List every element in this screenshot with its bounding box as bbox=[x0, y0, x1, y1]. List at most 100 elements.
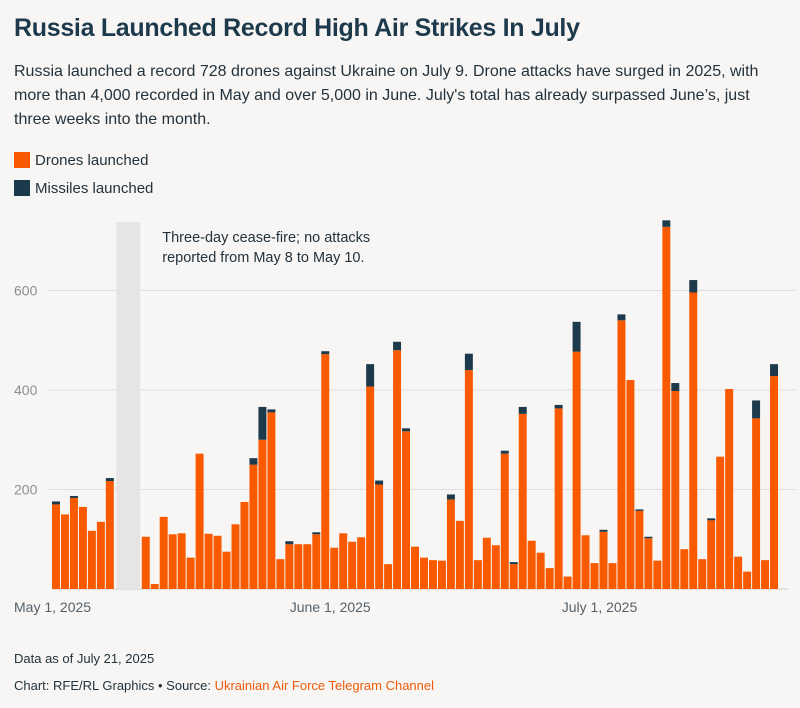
drone-bar-2025-06-22 bbox=[518, 413, 527, 589]
drone-bar-2025-06-13 bbox=[437, 560, 446, 589]
drone-bar-2025-06-14 bbox=[446, 499, 455, 589]
missile-bar-2025-07-05 bbox=[635, 509, 644, 511]
chart-title: Russia Launched Record High Air Strikes … bbox=[14, 14, 580, 42]
x-tick-label-2025-05-01: May 1, 2025 bbox=[14, 599, 91, 615]
drone-bar-2025-07-14 bbox=[716, 456, 725, 589]
drone-bar-2025-06-08 bbox=[393, 350, 402, 589]
drone-bar-2025-05-19 bbox=[213, 535, 222, 589]
missile-bar-2025-06-06 bbox=[375, 480, 384, 485]
ceasefire-layer bbox=[116, 222, 141, 589]
chart-subtitle: Russia launched a record 728 drones agai… bbox=[14, 63, 759, 128]
drone-bar-2025-05-14 bbox=[168, 534, 177, 589]
drone-bar-2025-06-04 bbox=[357, 537, 366, 589]
bar-chart: 200 400 600 Three-day cease-fire; no attack… bbox=[14, 220, 796, 615]
drone-bar-2025-07-05 bbox=[635, 510, 644, 589]
missile-bar-2025-06-21 bbox=[509, 562, 518, 565]
drone-bar-2025-07-20 bbox=[770, 376, 779, 589]
drone-bar-2025-05-23 bbox=[249, 464, 258, 589]
x-tick-label-2025-07-01: July 1, 2025 bbox=[562, 599, 638, 615]
missile-bar-2025-06-14 bbox=[446, 494, 455, 500]
missile-bar-2025-05-01 bbox=[52, 501, 60, 505]
missile-bar-2025-07-20 bbox=[770, 364, 779, 377]
drone-bar-2025-07-16 bbox=[734, 556, 743, 589]
legend-label-missiles: Missiles launched bbox=[35, 179, 154, 197]
missile-bar-2025-07-18 bbox=[752, 400, 761, 419]
drone-bar-2025-07-19 bbox=[761, 560, 770, 589]
drone-bar-2025-05-17 bbox=[195, 453, 204, 589]
missile-bar-2025-05-24 bbox=[258, 406, 267, 440]
drone-bar-2025-05-03 bbox=[69, 497, 78, 589]
drone-bar-2025-05-22 bbox=[240, 501, 249, 589]
drone-bar-2025-06-06 bbox=[375, 484, 384, 589]
missile-bar-2025-06-08 bbox=[393, 341, 402, 351]
drone-bar-2025-05-27 bbox=[285, 544, 294, 589]
x-tick-label-2025-06-01: June 1, 2025 bbox=[290, 599, 371, 615]
drone-bar-2025-05-07 bbox=[105, 481, 114, 589]
ceasefire-annotation-line: Three-day cease-fire; no attacks bbox=[162, 230, 370, 246]
drone-bar-2025-07-18 bbox=[752, 418, 761, 589]
drone-bar-2025-06-29 bbox=[581, 535, 590, 589]
labels-layer: 200 400 600 Three-day cease-fire; no attack… bbox=[14, 230, 637, 615]
drone-bar-2025-05-18 bbox=[204, 533, 213, 589]
missile-bar-2025-07-11 bbox=[689, 280, 698, 293]
drone-bar-2025-06-16 bbox=[464, 370, 473, 589]
missile-bar-2025-05-30 bbox=[312, 532, 321, 535]
drone-bar-2025-06-05 bbox=[366, 386, 375, 589]
drone-bar-2025-06-18 bbox=[482, 537, 491, 589]
legend-label-drones: Drones launched bbox=[35, 151, 149, 169]
drone-bar-2025-06-07 bbox=[384, 564, 393, 589]
missile-bar-2025-06-28 bbox=[572, 321, 581, 352]
drone-bar-2025-06-10 bbox=[411, 546, 419, 589]
drone-bar-2025-05-11 bbox=[141, 536, 150, 589]
missile-bar-2025-06-22 bbox=[518, 406, 527, 414]
legend: Drones launched Missiles launched bbox=[14, 146, 153, 202]
missile-bar-2025-06-20 bbox=[500, 450, 509, 454]
drone-bar-2025-05-25 bbox=[267, 412, 276, 589]
drone-bar-2025-07-06 bbox=[644, 538, 653, 589]
drone-bar-2025-05-15 bbox=[177, 533, 186, 589]
drone-bar-2025-06-15 bbox=[455, 520, 464, 589]
drone-bar-2025-05-13 bbox=[159, 516, 168, 589]
drone-bar-2025-07-09 bbox=[671, 390, 680, 589]
drone-bar-2025-05-02 bbox=[60, 514, 69, 589]
chart-credit: Chart: RFE/RL Graphics • Source: Ukraini… bbox=[14, 678, 434, 693]
drone-bar-2025-06-19 bbox=[491, 545, 500, 589]
drone-bar-2025-05-30 bbox=[312, 534, 321, 589]
drone-bar-2025-05-31 bbox=[321, 354, 330, 589]
drone-bar-2025-05-05 bbox=[87, 530, 96, 589]
missile-bar-2025-06-05 bbox=[366, 364, 375, 387]
missile-bar-2025-05-31 bbox=[321, 351, 330, 355]
missile-bar-2025-07-01 bbox=[599, 529, 608, 532]
drone-bar-2025-07-07 bbox=[653, 560, 662, 589]
source-link[interactable]: Ukrainian Air Force Telegram Channel bbox=[214, 678, 435, 693]
missile-bar-2025-06-26 bbox=[554, 404, 563, 409]
drone-bar-2025-05-28 bbox=[294, 544, 303, 589]
missiles-swatch bbox=[14, 180, 30, 196]
drone-bar-2025-06-11 bbox=[420, 557, 428, 589]
drone-bar-2025-06-12 bbox=[428, 560, 437, 589]
missile-bar-2025-06-09 bbox=[402, 428, 411, 432]
drone-bar-2025-07-17 bbox=[743, 571, 752, 589]
drone-bar-2025-06-21 bbox=[509, 564, 518, 589]
drone-bar-2025-05-29 bbox=[303, 544, 312, 589]
drone-bar-2025-06-01 bbox=[330, 547, 339, 589]
drone-bar-2025-07-11 bbox=[689, 292, 698, 589]
drone-bar-2025-07-13 bbox=[707, 520, 716, 589]
ceasefire-band bbox=[116, 222, 141, 589]
drone-bar-2025-07-01 bbox=[599, 531, 608, 589]
drone-bar-2025-06-23 bbox=[527, 540, 536, 589]
drone-bar-2025-06-28 bbox=[572, 351, 581, 589]
drone-bar-2025-05-16 bbox=[186, 557, 195, 589]
drone-bar-2025-06-20 bbox=[500, 453, 509, 589]
y-tick-label-400: 400 bbox=[14, 382, 38, 398]
drone-bar-2025-06-27 bbox=[563, 576, 572, 589]
drone-bar-2025-05-01 bbox=[52, 504, 60, 589]
ceasefire-annotation: Three-day cease-fire; no attacks reported… bbox=[162, 230, 370, 266]
ceasefire-annotation-line: reported from May 8 to May 10. bbox=[162, 250, 364, 266]
drone-bar-2025-05-20 bbox=[222, 551, 231, 589]
drones-swatch bbox=[14, 152, 30, 168]
drone-bar-2025-07-10 bbox=[680, 549, 689, 589]
drone-bar-2025-07-03 bbox=[617, 320, 626, 589]
drone-bar-2025-06-24 bbox=[536, 552, 545, 589]
data-date-note: Data as of July 21, 2025 bbox=[14, 651, 155, 666]
